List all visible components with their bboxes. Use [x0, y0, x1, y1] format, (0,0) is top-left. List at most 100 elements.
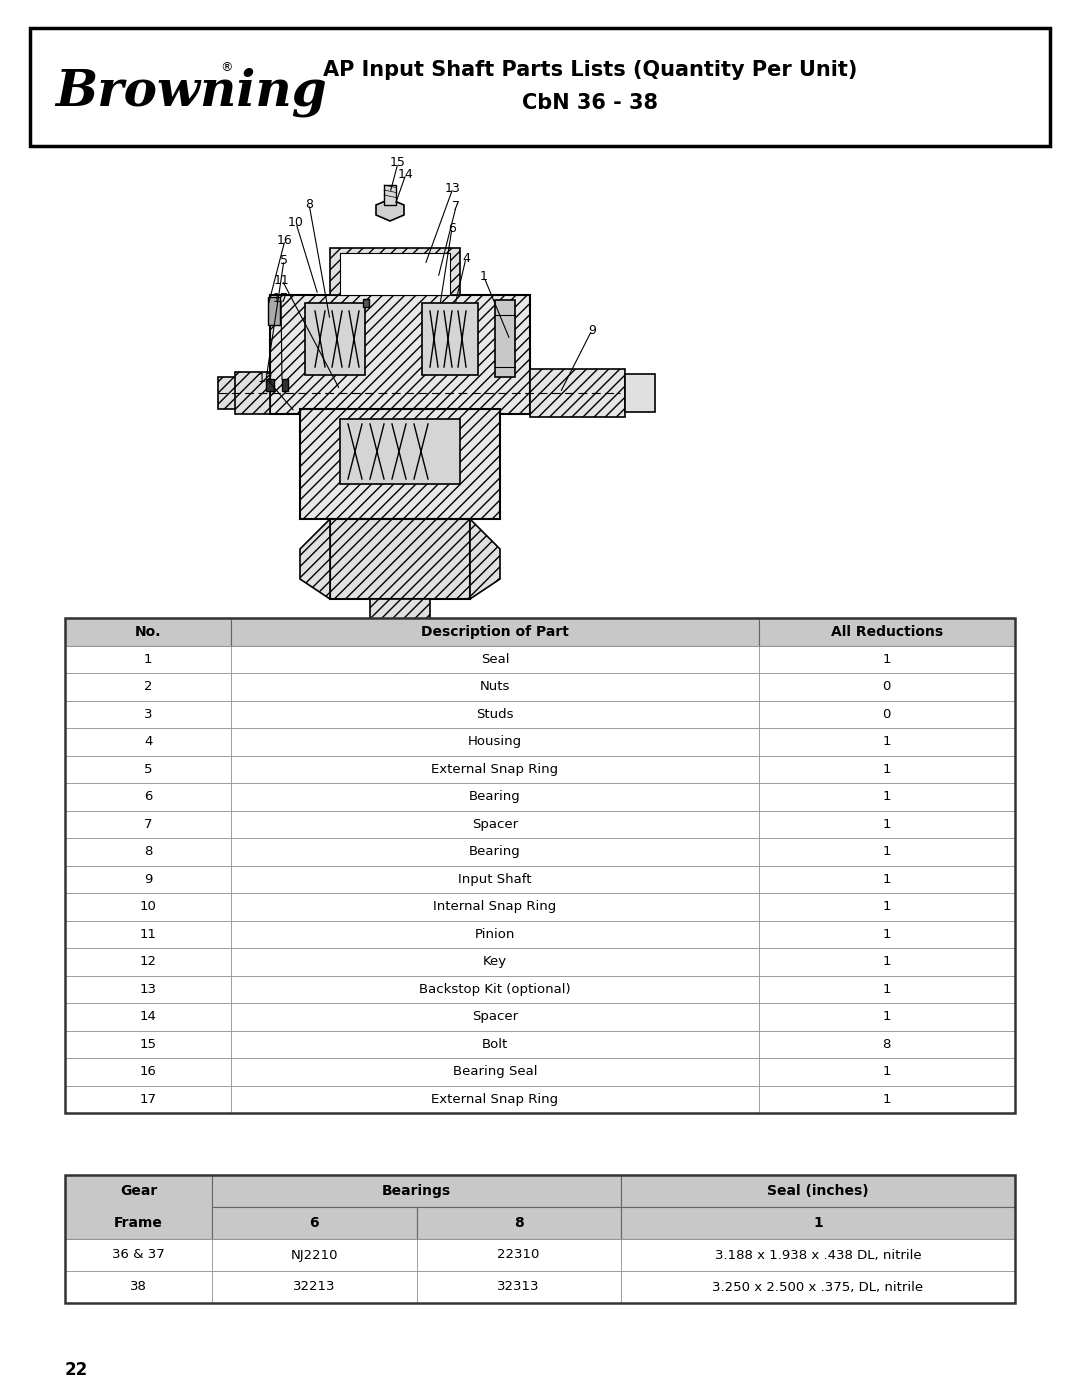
Text: 2: 2 [144, 680, 152, 693]
Bar [621, 1175, 1015, 1207]
Text: 9: 9 [589, 324, 596, 337]
Bar [231, 1085, 758, 1113]
Bar [417, 1239, 621, 1271]
Text: 38: 38 [131, 1281, 147, 1294]
Bar [231, 949, 758, 975]
Text: 10: 10 [288, 217, 303, 229]
Bar [65, 1003, 231, 1031]
Text: External Snap Ring: External Snap Ring [431, 1092, 558, 1106]
Bar [65, 949, 231, 975]
Text: 14: 14 [139, 1010, 157, 1023]
Bar [330, 249, 460, 295]
Bar [417, 1207, 621, 1239]
Bar [621, 1207, 1015, 1239]
Text: 1: 1 [882, 956, 891, 968]
Bar [65, 975, 231, 1003]
Bar [758, 728, 1015, 756]
Text: 8: 8 [514, 1215, 524, 1229]
Text: 16: 16 [139, 1066, 157, 1078]
Text: 15: 15 [390, 156, 406, 169]
Text: 1: 1 [481, 271, 488, 284]
Bar [65, 700, 231, 728]
Text: 14: 14 [399, 168, 414, 180]
Bar [65, 756, 231, 782]
Text: External Snap Ring: External Snap Ring [431, 763, 558, 775]
Bar [65, 1175, 1015, 1303]
Bar [231, 838, 758, 866]
Text: 1: 1 [882, 873, 891, 886]
Bar [300, 409, 500, 520]
Polygon shape [376, 198, 404, 221]
Text: 8: 8 [305, 197, 313, 211]
Text: Key: Key [483, 956, 507, 968]
Bar [218, 377, 620, 409]
Text: 6: 6 [310, 1215, 320, 1229]
Text: 11: 11 [139, 928, 157, 940]
Text: Nuts: Nuts [480, 680, 510, 693]
Text: 8: 8 [882, 1038, 891, 1051]
Bar [758, 645, 1015, 673]
Text: 9: 9 [144, 873, 152, 886]
Bar [758, 782, 1015, 810]
Text: Bearing Seal: Bearing Seal [453, 1066, 537, 1078]
Bar [65, 645, 231, 673]
Text: 13: 13 [445, 182, 461, 194]
Bar [65, 617, 231, 645]
Bar [758, 673, 1015, 700]
Text: 1: 1 [882, 735, 891, 749]
Text: Pinion: Pinion [475, 928, 515, 940]
Bar [65, 866, 231, 893]
Bar [65, 921, 231, 949]
Text: 0: 0 [882, 680, 891, 693]
Bar [65, 810, 231, 838]
Bar [213, 1175, 621, 1207]
Bar [231, 1003, 758, 1031]
Bar [231, 645, 758, 673]
Bar [231, 700, 758, 728]
Text: 5: 5 [280, 253, 288, 267]
Text: 0: 0 [882, 708, 891, 721]
Bar [758, 866, 1015, 893]
Text: 5: 5 [144, 763, 152, 775]
Bar [231, 756, 758, 782]
Bar [231, 1058, 758, 1085]
Text: 12: 12 [258, 372, 274, 384]
Text: 22310: 22310 [498, 1249, 540, 1261]
Bar [384, 184, 396, 205]
Bar [282, 379, 288, 391]
Text: 6: 6 [144, 791, 152, 803]
Text: 1: 1 [882, 817, 891, 831]
Text: 17: 17 [273, 292, 289, 305]
Bar [231, 782, 758, 810]
Text: Studs: Studs [476, 708, 514, 721]
Text: 32213: 32213 [293, 1281, 336, 1294]
Text: Description of Part: Description of Part [421, 624, 569, 638]
Text: 7: 7 [144, 817, 152, 831]
Bar [758, 617, 1015, 645]
Text: Spacer: Spacer [472, 817, 518, 831]
Text: No.: No. [135, 624, 161, 638]
Polygon shape [300, 520, 330, 599]
Bar [231, 1031, 758, 1058]
Text: 12: 12 [139, 956, 157, 968]
Bar [340, 419, 460, 483]
Bar [758, 700, 1015, 728]
Text: 36 & 37: 36 & 37 [112, 1249, 165, 1261]
Text: Housing: Housing [468, 735, 522, 749]
Bar [417, 1271, 621, 1303]
Text: NJ2210: NJ2210 [291, 1249, 338, 1261]
Bar [758, 756, 1015, 782]
Text: ®: ® [220, 61, 232, 74]
Text: Input Shaft: Input Shaft [458, 873, 531, 886]
Text: 17: 17 [139, 1092, 157, 1106]
Text: Bearing: Bearing [469, 791, 521, 803]
Bar [231, 673, 758, 700]
Text: 4: 4 [462, 251, 470, 264]
Bar [530, 369, 625, 416]
Text: 1: 1 [882, 982, 891, 996]
Text: 22: 22 [65, 1361, 89, 1379]
Bar [65, 1058, 231, 1085]
Bar [305, 303, 365, 374]
Text: 16: 16 [278, 233, 293, 246]
Text: 1: 1 [813, 1215, 823, 1229]
